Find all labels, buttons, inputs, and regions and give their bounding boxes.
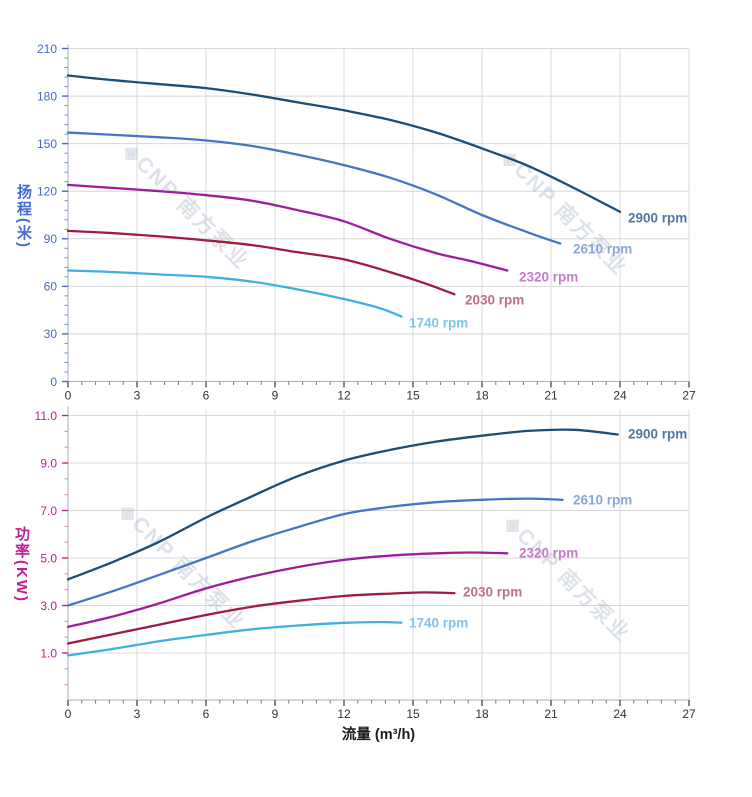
x-tick-label: 12 [337,389,351,403]
head-axis-title: 扬程(米) [14,184,32,249]
y-tick-label: 0 [50,375,57,389]
x-tick-label: 21 [544,707,558,721]
x-tick-label: 24 [613,707,627,721]
y-tick-label: 90 [44,232,58,246]
x-tick-label: 21 [544,389,558,403]
x-tick-label: 12 [337,707,351,721]
y-tick-label: 120 [37,185,57,199]
curve-2900-rpm [66,428,619,581]
curve-2320-rpm [66,551,509,629]
watermark-cnp-logo-text: ◈CNP 南方泵业 [496,144,632,280]
y-tick-label: 3.0 [40,599,57,613]
curve-2900-rpm [66,74,622,213]
curve-1740-rpm [66,620,403,657]
x-tick-label: 18 [475,707,489,721]
power-axis-unit: (KW) [13,560,30,603]
x-tick-label: 27 [682,707,696,721]
series-label-2030-rpm: 2030 rpm [465,293,524,308]
curve-2030-rpm [66,229,456,296]
series-label-2320-rpm: 2320 rpm [519,546,578,561]
power-axis-title: 功率(KW) [12,526,30,603]
x-tick-label: 9 [272,389,279,403]
series-label-2900-rpm: 2900 rpm [628,427,687,442]
curve-2030-rpm [66,591,456,645]
series-label-2900-rpm: 2900 rpm [628,211,687,226]
y-tick-label: 180 [37,89,57,103]
y-tick-label: 1.0 [40,646,57,660]
x-tick-label: 3 [134,389,141,403]
x-tick-label: 9 [272,707,279,721]
curve-2610-rpm [66,497,564,607]
head-axis-unit: (米) [15,218,32,249]
watermark-cnp-logo-text: ◈CNP 南方泵业 [499,510,635,646]
power-axis-title-text: 功率 [13,526,30,560]
y-tick-label: 150 [37,137,57,151]
x-tick-label: 6 [203,389,210,403]
y-tick-label: 11.0 [35,409,58,423]
x-tick-label: 27 [682,389,696,403]
y-tick-label: 30 [44,327,58,341]
head-chart: ◈CNP 南方泵业 ◈CNP 南方泵业 0 3 6 9 12 15 18 21 24 27 0 30 60 9… [37,42,696,403]
curve-2610-rpm [66,131,562,245]
flow-axis-title: 流量 (m³/h) [341,727,416,743]
series-label-2610-rpm: 2610 rpm [573,493,632,508]
x-tick-label: 3 [134,707,141,721]
x-tick-label: 18 [475,389,489,403]
series-label-1740-rpm: 1740 rpm [409,616,468,631]
x-tick-label: 15 [406,389,420,403]
y-tick-label: 7.0 [40,504,57,518]
x-tick-label: 0 [65,389,72,403]
y-tick-label: 210 [37,42,57,56]
series-label-1740-rpm: 1740 rpm [409,316,468,331]
curve-1740-rpm [66,269,403,318]
series-label-2610-rpm: 2610 rpm [573,242,632,257]
head-axis-title-text: 扬程 [15,184,32,218]
series-label-2320-rpm: 2320 rpm [519,270,578,285]
y-tick-label: 9.0 [40,456,57,470]
y-tick-label: 5.0 [40,551,57,565]
curve-2320-rpm [66,183,509,272]
x-tick-label: 0 [65,707,72,721]
x-tick-label: 24 [613,389,627,403]
y-tick-label: 60 [44,280,58,294]
watermark-cnp-logo-text: ◈CNP 南方泵业 [118,138,254,274]
x-tick-label: 6 [203,707,210,721]
series-label-2030-rpm: 2030 rpm [463,585,522,600]
x-tick-label: 15 [406,707,420,721]
